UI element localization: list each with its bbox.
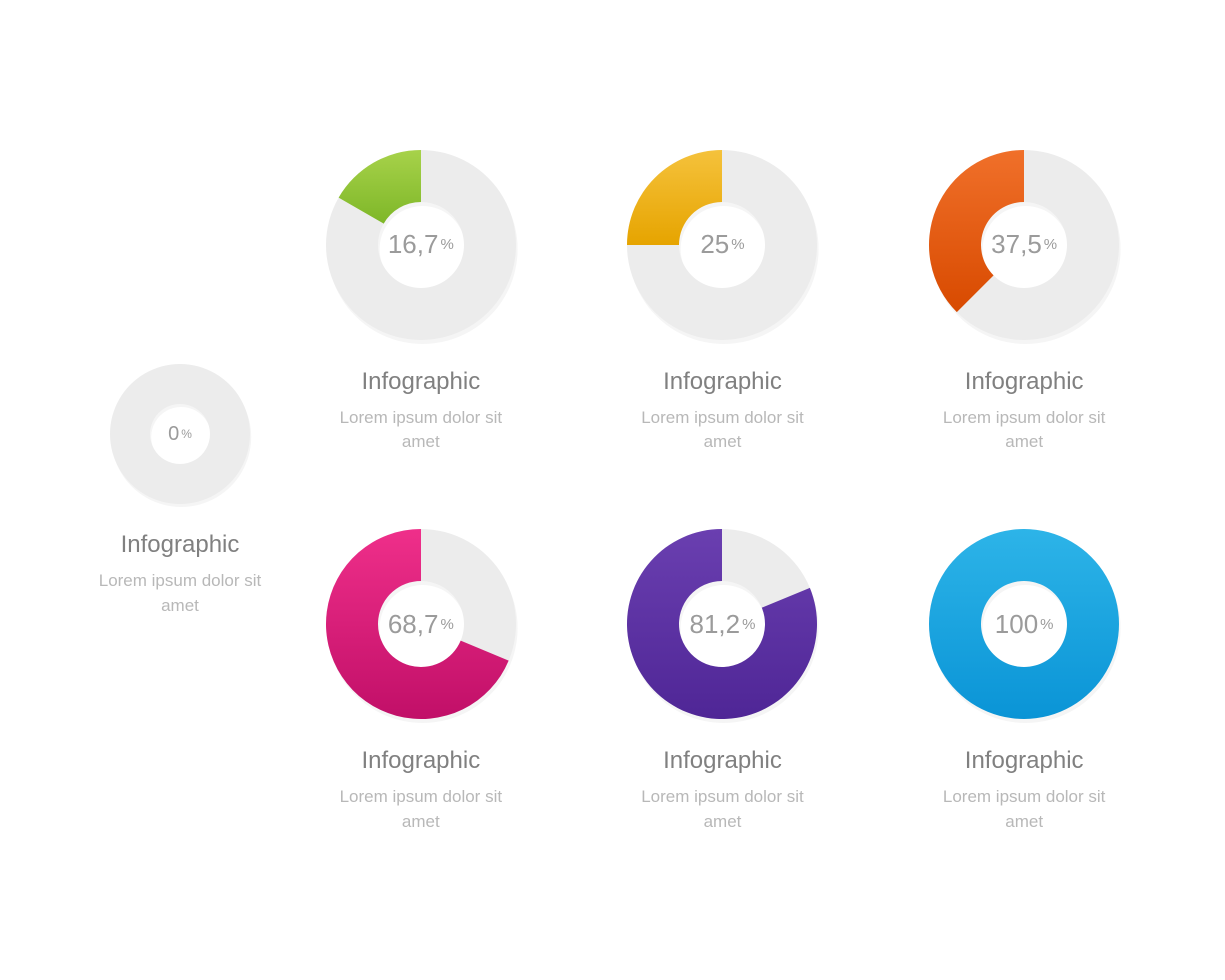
donut-chart: 68,7 % [322,525,520,723]
card-title: Infographic [965,368,1084,396]
left-column: 0 % Infographic Lorem ipsum dolor sit am… [70,361,290,618]
donut-card-81-2pct: 81,2 % Infographic Lorem ipsum dolor sit… [592,525,854,834]
card-description: Lorem ipsum dolor sit amet [331,785,511,834]
donut-card-0pct: 0 % Infographic Lorem ipsum dolor sit am… [90,361,270,618]
card-description: Lorem ipsum dolor sit amet [331,406,511,455]
card-description: Lorem ipsum dolor sit amet [90,569,270,618]
card-title: Infographic [361,747,480,775]
card-title: Infographic [663,747,782,775]
card-description: Lorem ipsum dolor sit amet [632,406,812,455]
donut-chart: 16,7 % [322,146,520,344]
donut-card-37-5pct: 37,5 % Infographic Lorem ipsum dolor sit… [893,146,1155,455]
donut-card-68-7pct: 68,7 % Infographic Lorem ipsum dolor sit… [290,525,552,834]
infographic-stage: 0 % Infographic Lorem ipsum dolor sit am… [70,70,1155,910]
donut-chart: 100 % [925,525,1123,723]
card-title: Infographic [663,368,782,396]
card-title: Infographic [121,531,240,559]
card-description: Lorem ipsum dolor sit amet [934,406,1114,455]
donut-card-16-7pct: 16,7 % Infographic Lorem ipsum dolor sit… [290,146,552,455]
card-title: Infographic [965,747,1084,775]
donut-chart: 37,5 % [925,146,1123,344]
card-description: Lorem ipsum dolor sit amet [632,785,812,834]
donut-card-25pct: 25 % Infographic Lorem ipsum dolor sit a… [592,146,854,455]
donut-card-100pct: 100 % Infographic Lorem ipsum dolor sit … [893,525,1155,834]
card-title: Infographic [361,368,480,396]
donut-chart: 81,2 % [623,525,821,723]
donut-grid: 16,7 % Infographic Lorem ipsum dolor sit… [290,146,1155,835]
donut-chart: 25 % [623,146,821,344]
donut-chart: 0 % [107,361,253,507]
card-description: Lorem ipsum dolor sit amet [934,785,1114,834]
